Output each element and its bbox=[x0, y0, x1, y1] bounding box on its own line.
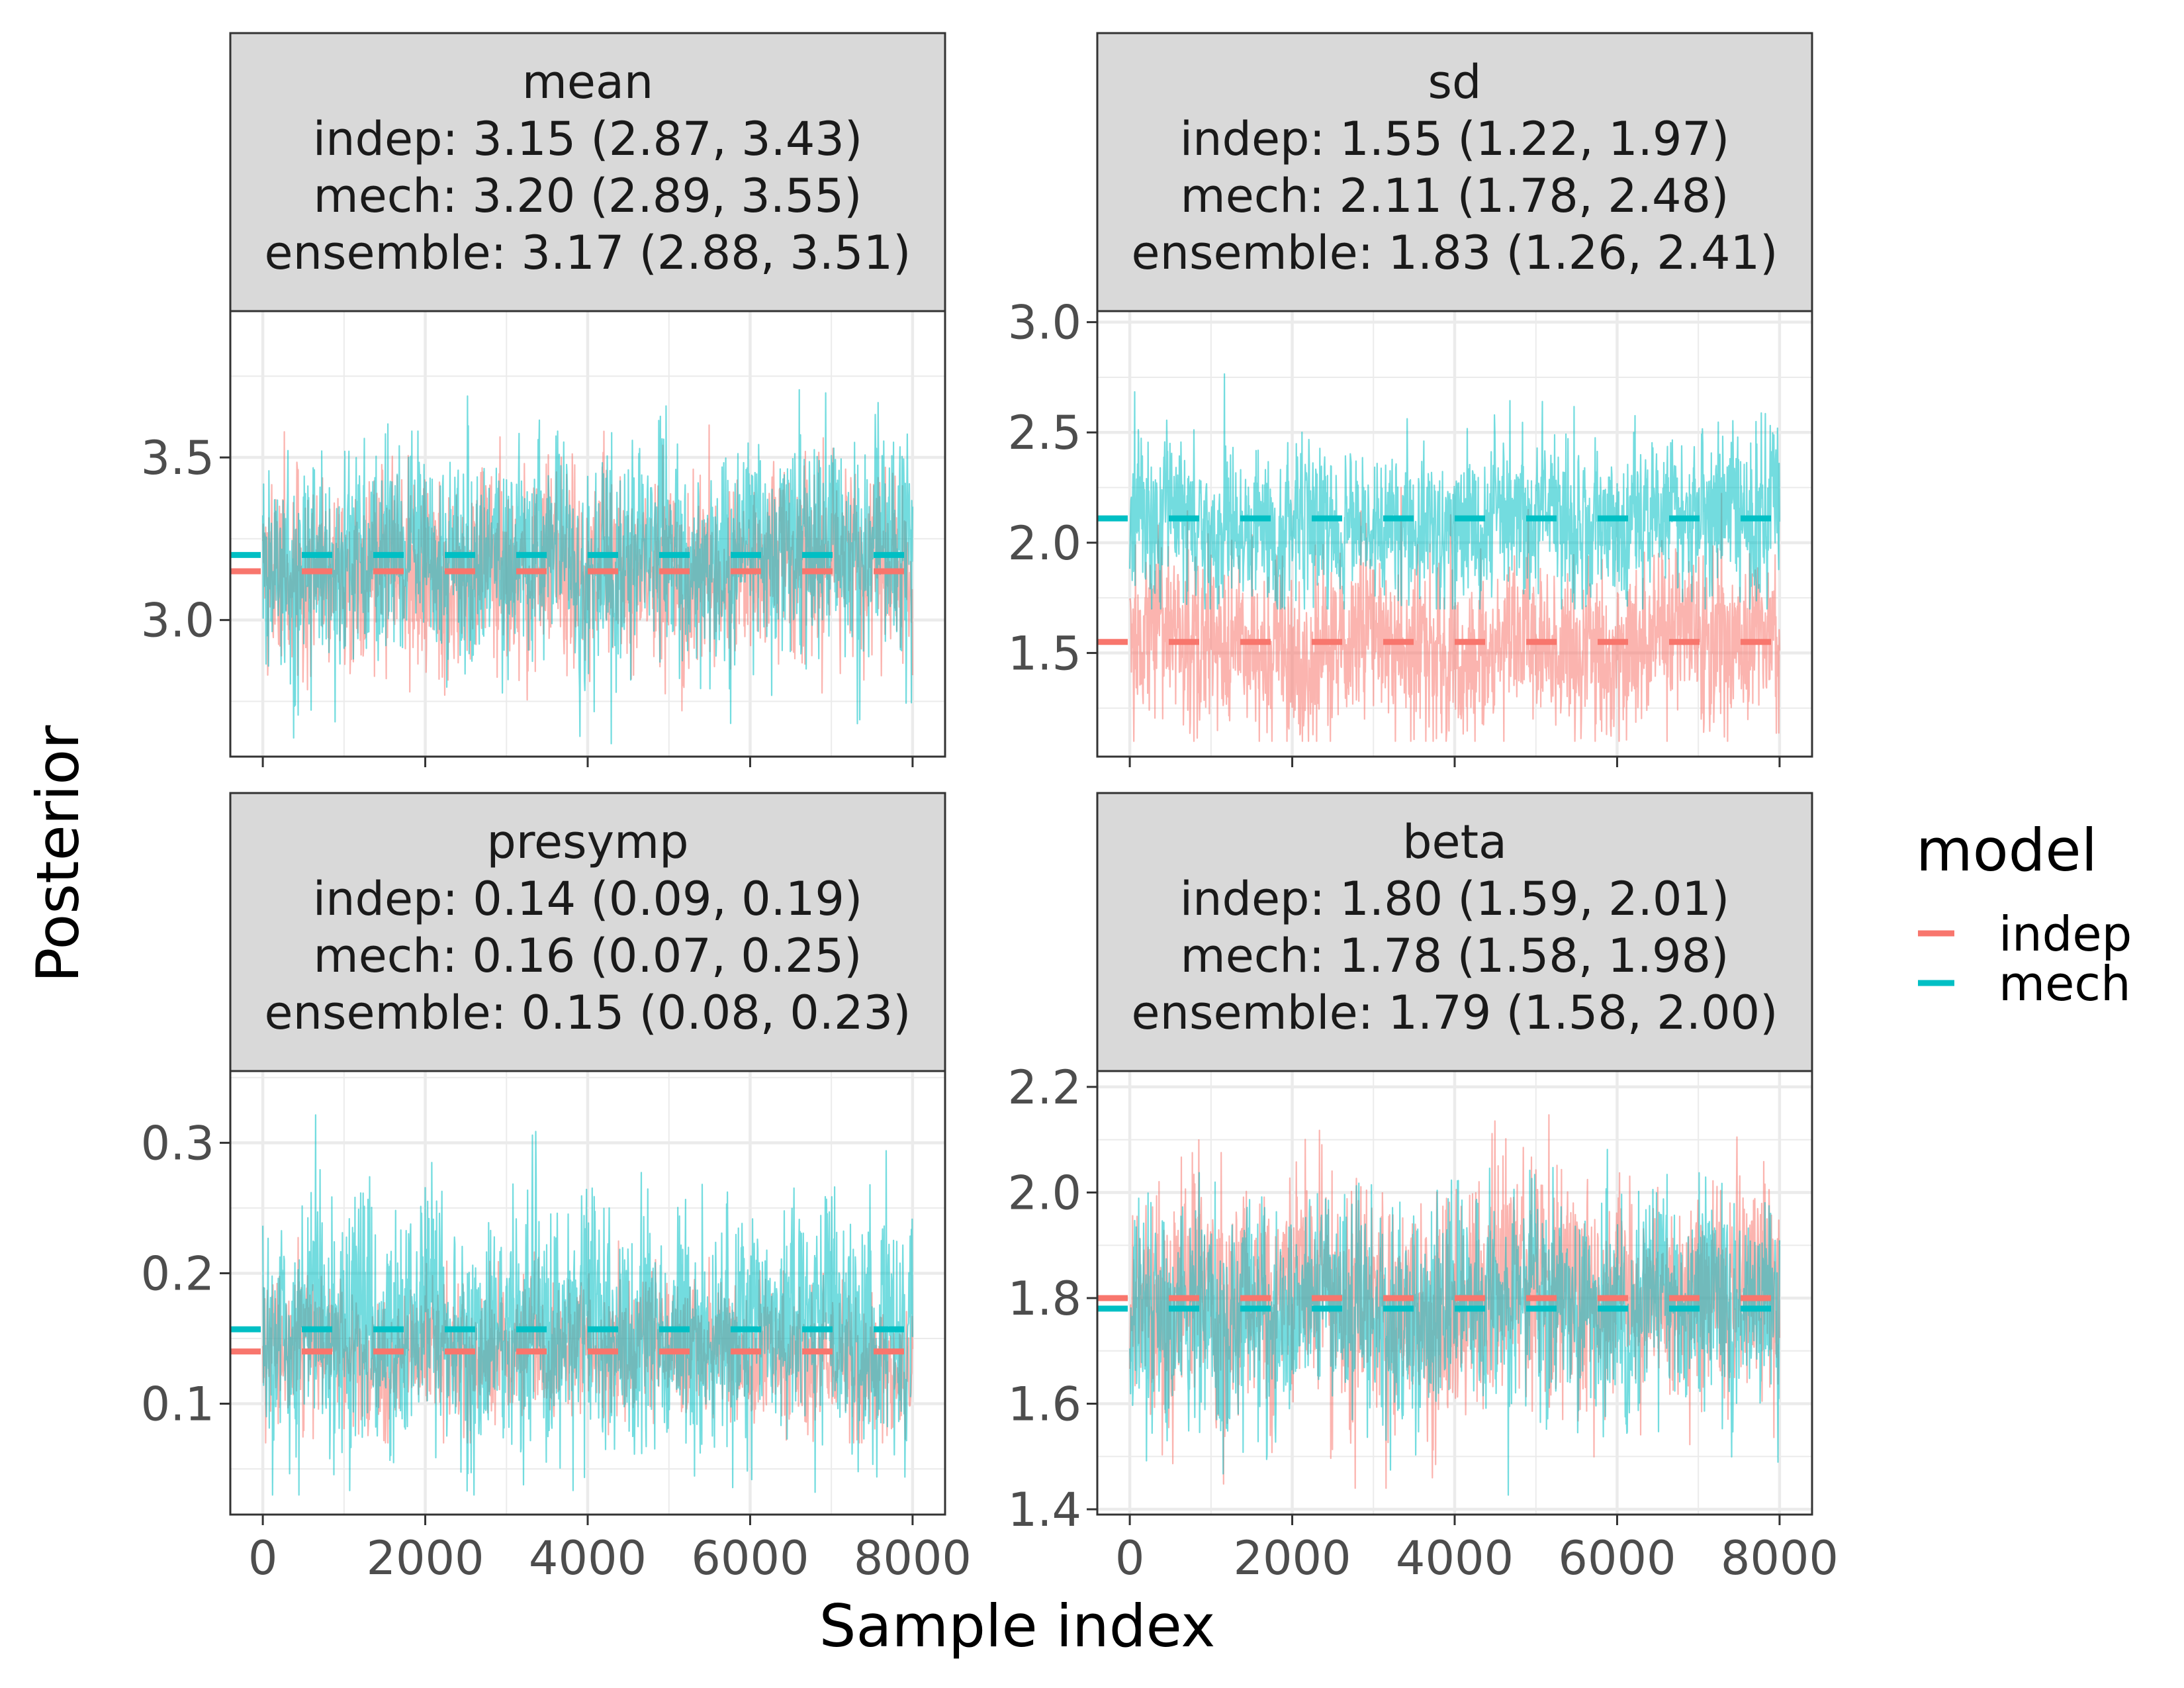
y-tick-label: 0.3 bbox=[141, 1116, 214, 1170]
facet-strip-line: indep: 0.14 (0.09, 0.19) bbox=[313, 872, 863, 926]
trace-mech bbox=[1129, 1149, 1780, 1496]
facet-strip bbox=[1096, 792, 1813, 1072]
trace-mech bbox=[262, 389, 913, 745]
y-tick-label: 3.5 bbox=[141, 431, 214, 485]
legend-label-indep: indep bbox=[1999, 906, 2132, 962]
x-tick-label: 8000 bbox=[854, 1531, 972, 1585]
trace-mech bbox=[1129, 373, 1780, 610]
trace-mech bbox=[262, 1114, 913, 1496]
y-tick-label: 2.0 bbox=[1008, 1166, 1081, 1220]
legend-label-mech: mech bbox=[1999, 956, 2131, 1011]
facet-strip-line: presymp bbox=[486, 815, 688, 869]
facet-strip bbox=[229, 32, 946, 312]
y-tick-label: 3.0 bbox=[1008, 296, 1081, 350]
x-tick-label: 2000 bbox=[366, 1531, 484, 1585]
facet-strip bbox=[1096, 32, 1813, 312]
facet-strip-line: ensemble: 1.79 (1.58, 2.00) bbox=[1132, 986, 1778, 1040]
y-tick-label: 0.1 bbox=[141, 1378, 214, 1432]
facet-strip bbox=[229, 792, 946, 1072]
facet-strip-line: mech: 1.78 (1.58, 1.98) bbox=[1181, 929, 1729, 983]
y-tick-label: 1.4 bbox=[1008, 1483, 1081, 1537]
x-tick-label: 2000 bbox=[1233, 1531, 1351, 1585]
facet-strip-line: mech: 3.20 (2.89, 3.55) bbox=[314, 169, 862, 223]
x-tick-label: 6000 bbox=[1558, 1531, 1676, 1585]
x-tick-label: 8000 bbox=[1721, 1531, 1839, 1585]
y-tick-label: 3.0 bbox=[141, 594, 214, 648]
facet-strip-line: indep: 1.80 (1.59, 2.01) bbox=[1180, 872, 1730, 926]
y-tick-label: 2.0 bbox=[1008, 516, 1081, 571]
facet-strip-line: ensemble: 1.83 (1.26, 2.41) bbox=[1132, 226, 1778, 280]
y-tick-label: 0.2 bbox=[141, 1246, 214, 1301]
trace-indep bbox=[1129, 487, 1780, 742]
y-tick-label: 1.8 bbox=[1008, 1272, 1081, 1326]
x-axis-label: Sample index bbox=[819, 1592, 1216, 1660]
facet-strip-line: mech: 0.16 (0.07, 0.25) bbox=[314, 929, 862, 983]
facet-strip-line: ensemble: 0.15 (0.08, 0.23) bbox=[265, 986, 911, 1040]
x-tick-label: 6000 bbox=[691, 1531, 809, 1585]
facet-strip-line: sd bbox=[1428, 55, 1482, 109]
facet-strip-line: mech: 2.11 (1.78, 2.48) bbox=[1181, 169, 1729, 223]
x-tick-label: 0 bbox=[1115, 1531, 1145, 1585]
x-tick-label: 4000 bbox=[529, 1531, 647, 1585]
facet-strip-line: ensemble: 3.17 (2.88, 3.51) bbox=[265, 226, 911, 280]
facet-strip-line: indep: 3.15 (2.87, 3.43) bbox=[313, 112, 863, 166]
legend-title: model bbox=[1916, 816, 2097, 884]
facet-strip-line: indep: 1.55 (1.22, 1.97) bbox=[1180, 112, 1730, 166]
y-tick-label: 1.6 bbox=[1008, 1378, 1081, 1432]
x-tick-label: 4000 bbox=[1396, 1531, 1514, 1585]
y-tick-label: 2.2 bbox=[1008, 1060, 1081, 1115]
facet-strip-line: beta bbox=[1402, 815, 1507, 869]
y-tick-label: 1.5 bbox=[1008, 626, 1081, 680]
facet-strip-line: mean bbox=[522, 55, 654, 109]
y-axis-label: Posterior bbox=[24, 725, 92, 983]
y-tick-label: 2.5 bbox=[1008, 406, 1081, 460]
x-tick-label: 0 bbox=[248, 1531, 278, 1585]
